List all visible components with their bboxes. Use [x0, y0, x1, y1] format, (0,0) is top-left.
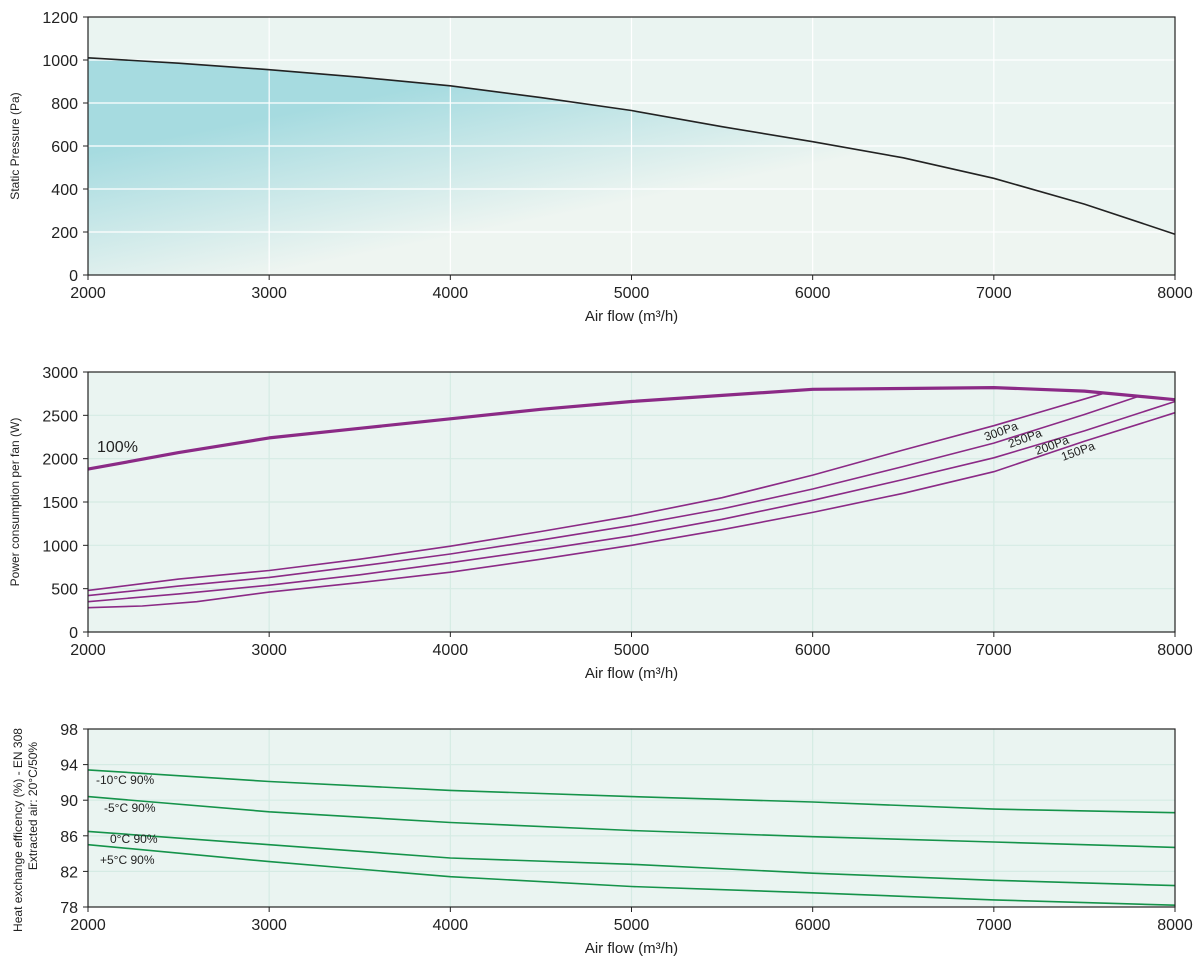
x-tick-label: 3000 [251, 917, 287, 934]
x-tick-label: 5000 [614, 917, 650, 934]
y-tick-label: 98 [60, 722, 78, 739]
power-line-200pa [87, 400, 1176, 603]
y-axis-title: Static Pressure (Pa) [8, 92, 22, 199]
x-tick-label: 4000 [433, 285, 469, 302]
efficiency-line-3 [87, 830, 1176, 887]
y-tick-label: 94 [60, 758, 78, 775]
x-tick-label: 4000 [433, 917, 469, 934]
y-tick-label: 3000 [42, 365, 78, 382]
x-axis-title: Air flow (m³/h) [585, 665, 678, 682]
series-label-3: 0°C 90% [110, 832, 158, 846]
series-label-1: -10°C 90% [96, 773, 154, 787]
x-tick-label: 8000 [1157, 642, 1193, 659]
power-line-300pa [87, 392, 1103, 592]
y-tick-label: 82 [60, 864, 78, 881]
x-tick-label: 8000 [1157, 285, 1193, 302]
x-tick-label: 2000 [70, 285, 106, 302]
efficiency-line-2 [87, 795, 1176, 849]
y-tick-label: 86 [60, 829, 78, 846]
power-line-250pa [87, 395, 1140, 597]
series-label-2: -5°C 90% [104, 801, 156, 815]
y-tick-label: 0 [69, 625, 78, 642]
y-tick-label: 800 [51, 96, 78, 113]
series-label-100pct: 100% [97, 439, 138, 456]
x-tick-label: 5000 [614, 642, 650, 659]
y-tick-label: 90 [60, 793, 78, 810]
efficiency-line-1 [87, 769, 1176, 814]
x-axis-title: Air flow (m³/h) [585, 940, 678, 957]
x-tick-label: 6000 [795, 917, 831, 934]
y-tick-label: 1200 [42, 10, 78, 27]
y-tick-label: 600 [51, 139, 78, 156]
x-axis-title: Air flow (m³/h) [585, 308, 678, 325]
x-tick-label: 5000 [614, 285, 650, 302]
x-tick-label: 4000 [433, 642, 469, 659]
y-tick-label: 78 [60, 900, 78, 917]
y-tick-label: 2000 [42, 452, 78, 469]
y-tick-label: 500 [51, 582, 78, 599]
chart-panel-3: -10°C 90% -5°C 90% 0°C 90% +5°C 90% 2000 3000… [11, 722, 1193, 957]
y-tick-label: 1000 [42, 53, 78, 70]
x-tick-label: 6000 [795, 285, 831, 302]
y-tick-label: 200 [51, 225, 78, 242]
y-tick-label: 400 [51, 182, 78, 199]
efficiency-line-4 [87, 843, 1176, 906]
x-tick-label: 8000 [1157, 917, 1193, 934]
y-tick-label: 0 [69, 268, 78, 285]
pressure-curve [87, 57, 1176, 235]
power-line-100pct [87, 386, 1176, 471]
y-axis-title: Power consumption per fan (W) [8, 418, 22, 587]
x-tick-label: 6000 [795, 642, 831, 659]
x-tick-label: 3000 [251, 285, 287, 302]
y-axis-title: Heat exchange efficency (%) - EN 308 [11, 728, 25, 932]
y-tick-label: 1500 [42, 495, 78, 512]
chart-panel-1: 2000 3000 4000 5000 6000 7000 8000 0 200 400 600 80… [8, 10, 1193, 325]
x-tick-label: 2000 [70, 917, 106, 934]
y-tick-label: 2500 [42, 408, 78, 425]
power-line-150pa [87, 411, 1176, 609]
series-label-4: +5°C 90% [100, 853, 155, 867]
x-tick-label: 7000 [976, 917, 1012, 934]
y-axis-subtitle: Extracted air: 20°C/50% [26, 742, 40, 871]
y-tick-label: 1000 [42, 538, 78, 555]
x-tick-label: 3000 [251, 642, 287, 659]
x-tick-label: 7000 [976, 285, 1012, 302]
x-tick-label: 7000 [976, 642, 1012, 659]
x-tick-label: 2000 [70, 642, 106, 659]
